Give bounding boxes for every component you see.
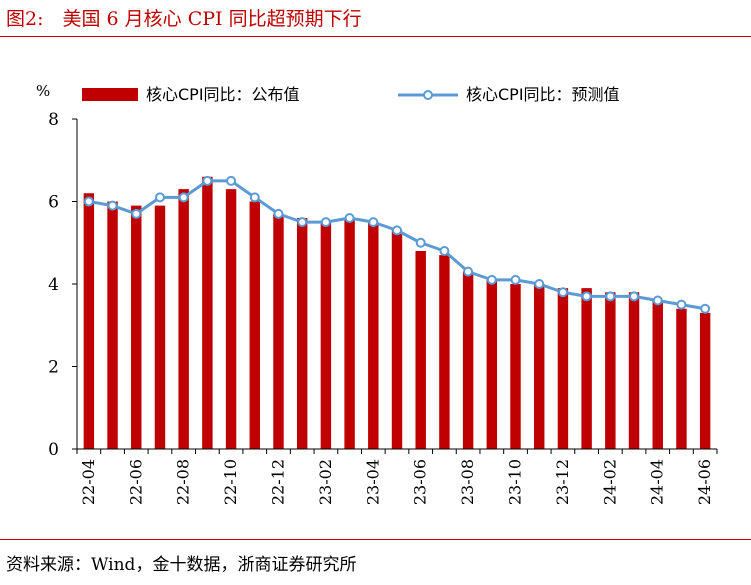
forecast-point bbox=[486, 274, 497, 285]
forecast-point bbox=[392, 225, 402, 236]
x-tick-label: 24-06 bbox=[695, 459, 714, 505]
bar-published bbox=[344, 218, 355, 449]
forecast-point bbox=[226, 175, 237, 186]
forecast-point bbox=[534, 279, 545, 289]
forecast-point bbox=[154, 192, 165, 203]
y-tick-label: 8 bbox=[48, 110, 59, 130]
forecast-point bbox=[676, 299, 687, 310]
forecast-point bbox=[605, 291, 616, 302]
bar-published bbox=[510, 284, 521, 449]
forecast-point bbox=[581, 291, 592, 302]
legend-bar-label: 核心CPI同比：公布值 bbox=[146, 85, 300, 104]
y-tick-label: 2 bbox=[48, 358, 59, 378]
bar-published bbox=[486, 279, 498, 449]
bar-published bbox=[581, 288, 592, 450]
bar-published bbox=[628, 292, 640, 449]
bar-published bbox=[439, 255, 450, 450]
bar-published bbox=[652, 300, 663, 449]
forecast-point bbox=[629, 291, 640, 302]
x-tick-label: 23-08 bbox=[458, 459, 477, 505]
x-tick-label: 23-04 bbox=[363, 459, 382, 505]
chart-legend: 核心CPI同比：公布值 核心CPI同比：预测值 bbox=[82, 85, 620, 104]
bar-published bbox=[320, 222, 332, 450]
y-tick-label: 4 bbox=[48, 275, 59, 295]
forecast-point bbox=[439, 246, 450, 256]
bar-published bbox=[391, 230, 403, 450]
forecast-point bbox=[178, 192, 189, 203]
forecast-point bbox=[368, 217, 379, 228]
y-unit-label: % bbox=[36, 82, 50, 100]
x-tick-label: 23-06 bbox=[411, 459, 430, 505]
bar-published bbox=[699, 312, 711, 450]
source-rule bbox=[0, 539, 751, 540]
x-tick-label: 23-12 bbox=[553, 459, 572, 505]
forecast-point bbox=[320, 217, 331, 228]
forecast-point bbox=[415, 237, 426, 248]
bar-published bbox=[131, 205, 142, 449]
forecast-point bbox=[652, 295, 663, 306]
x-tick-label: 23-10 bbox=[506, 459, 525, 505]
x-tick-label: 24-02 bbox=[600, 459, 619, 505]
forecast-point bbox=[344, 213, 355, 223]
bar-published bbox=[368, 222, 379, 450]
x-tick-label: 22-10 bbox=[221, 459, 240, 505]
forecast-point bbox=[249, 192, 260, 203]
x-tick-label: 22-12 bbox=[268, 459, 287, 505]
bar-published bbox=[557, 288, 569, 450]
bar-published bbox=[273, 213, 284, 450]
bar-published bbox=[676, 308, 687, 449]
x-tick-label: 22-04 bbox=[79, 459, 98, 505]
forecast-point bbox=[83, 196, 94, 207]
bar-published bbox=[202, 176, 213, 449]
forecast-point bbox=[557, 287, 568, 298]
forecast-point bbox=[273, 208, 284, 219]
bar-published bbox=[83, 193, 95, 449]
bar-published bbox=[462, 271, 474, 450]
bar-published bbox=[296, 218, 308, 449]
bar-published bbox=[605, 292, 616, 449]
figure-title: 图2: 美国 6 月核心 CPI 同比超预期下行 bbox=[6, 8, 362, 30]
legend-line-label: 核心CPI同比：预测值 bbox=[466, 85, 620, 104]
bar-published bbox=[225, 189, 237, 450]
bar-published bbox=[415, 251, 426, 449]
title-rule bbox=[0, 36, 751, 37]
forecast-point bbox=[297, 217, 308, 228]
bar-published bbox=[249, 201, 260, 449]
x-tick-label: 22-08 bbox=[174, 459, 193, 505]
y-tick-label: 6 bbox=[48, 193, 59, 213]
forecast-point bbox=[131, 208, 142, 219]
forecast-point bbox=[700, 303, 711, 314]
legend-line-marker bbox=[423, 90, 433, 100]
x-tick-label: 24-04 bbox=[648, 459, 667, 505]
source-note: 资料来源：Wind，金十数据，浙商证券研究所 bbox=[6, 555, 357, 575]
bar-published bbox=[178, 189, 189, 450]
bar-published bbox=[107, 201, 118, 449]
y-tick-label: 0 bbox=[48, 440, 59, 460]
core-cpi-chart: 核心CPI同比：公布值 核心CPI同比：预测值 % 0 2 4 6 8 22-04 22-0… bbox=[36, 82, 718, 505]
forecast-point bbox=[202, 175, 213, 186]
bar-published bbox=[534, 284, 545, 449]
x-tick-label: 23-02 bbox=[316, 459, 335, 505]
legend-bar-swatch bbox=[82, 88, 138, 101]
bar-published bbox=[154, 205, 166, 449]
forecast-point bbox=[510, 274, 521, 285]
x-tick-label: 22-06 bbox=[126, 459, 145, 505]
forecast-point bbox=[107, 200, 118, 211]
forecast-point bbox=[463, 266, 474, 277]
